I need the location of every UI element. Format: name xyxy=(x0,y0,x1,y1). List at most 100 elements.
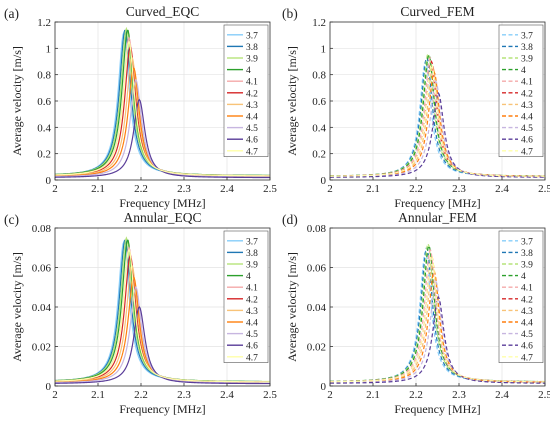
x-tick-label: 2.1 xyxy=(91,183,105,195)
x-tick-label: 2.1 xyxy=(91,389,105,401)
legend-item-label: 3.9 xyxy=(521,55,533,65)
legend-item-label: 4.2 xyxy=(246,89,258,99)
x-tick-label: 2.1 xyxy=(366,183,380,195)
x-axis-label: Frequency [MHz] xyxy=(119,402,205,416)
series-line-4.7 xyxy=(329,254,546,383)
legend-item-label: 4.3 xyxy=(246,101,258,111)
series-line-4.5 xyxy=(329,280,546,384)
legend-item-label: 4.7 xyxy=(246,147,258,157)
x-tick-label: 2.4 xyxy=(495,183,509,195)
chart-panel-a: 2 2.1 2.2 2.3 2.4 2.5 0 0.2 0.4 0.6 0.8 1 1.2 Curved_… xyxy=(4,4,277,210)
chart-title: Curved_FEM xyxy=(400,4,474,19)
chart-title: Annular_FEM xyxy=(398,210,477,225)
legend-item-label: 4.7 xyxy=(246,353,258,363)
legend-item-label: 4.7 xyxy=(521,353,533,363)
y-axis-label: Average velocity [m/s] xyxy=(285,252,299,362)
legend-item-label: 3.9 xyxy=(246,261,258,271)
x-tick-label: 2.3 xyxy=(452,183,466,195)
legend-box xyxy=(498,24,544,157)
series-line-4.6 xyxy=(54,305,271,385)
panel-label: (b) xyxy=(282,6,298,21)
y-axis-label: Average velocity [m/s] xyxy=(10,46,24,156)
series-line-4.6 xyxy=(330,296,545,384)
y-tick-label: 0.2 xyxy=(312,149,326,161)
x-tick-label: 2 xyxy=(52,389,58,401)
x-tick-label: 2.2 xyxy=(409,183,423,195)
legend-item-label: 4.5 xyxy=(246,124,258,134)
y-tick-label: 0.2 xyxy=(37,149,51,161)
panel-label: (d) xyxy=(282,212,298,227)
legend-item-label: 4 xyxy=(521,66,526,76)
series-line-4.6 xyxy=(329,92,546,178)
legend-item-label: 4.2 xyxy=(521,89,533,99)
legend-item-label: 4.1 xyxy=(521,284,533,294)
legend-item-label: 3.8 xyxy=(521,43,533,53)
chart-title: Curved_EQC xyxy=(126,4,200,19)
y-tick-label: 0.6 xyxy=(312,96,326,108)
legend-item-label: 4.1 xyxy=(246,78,258,88)
y-axis-label: Average velocity [m/s] xyxy=(285,46,299,156)
series-lines xyxy=(54,26,271,179)
legend-item-label: 4.4 xyxy=(521,113,533,123)
y-tick-label: 0 xyxy=(321,175,327,187)
y-tick-label: 0.4 xyxy=(37,122,51,134)
legend-item-label: 4 xyxy=(246,272,251,282)
y-tick-label: 0.04 xyxy=(32,302,52,314)
y-tick-label: 0.6 xyxy=(37,96,51,108)
x-tick-label: 2.5 xyxy=(263,183,277,195)
x-axis-label: Frequency [MHz] xyxy=(119,196,205,210)
series-line-4.7 xyxy=(54,248,270,383)
y-tick-label: 0.4 xyxy=(312,122,326,134)
legend-item-label: 4.4 xyxy=(246,319,258,329)
chart-panel-b: 2 2.1 2.2 2.3 2.4 2.5 0 0.2 0.4 0.6 0.8 1 1.2 Curved_… xyxy=(282,4,550,210)
legend-item-label: 3.7 xyxy=(246,31,258,41)
x-tick-label: 2.4 xyxy=(220,183,234,195)
x-axis-label: Frequency [MHz] xyxy=(394,402,480,416)
legend-item-label: 3.7 xyxy=(246,237,258,247)
x-axis-label: Frequency [MHz] xyxy=(394,196,480,210)
legend: 3.7 3.8 3.94 4.14.2 4.3 4.44.5 4.64.7 xyxy=(223,230,269,363)
series-line-4.7 xyxy=(329,62,545,177)
x-tick-label: 2 xyxy=(52,183,58,195)
legend-item-label: 3.9 xyxy=(246,55,258,65)
x-tick-label: 2 xyxy=(327,183,333,195)
legend-item-label: 3.9 xyxy=(521,261,533,271)
series-lines xyxy=(329,52,546,178)
legend-item-label: 4.4 xyxy=(521,319,533,329)
x-tick-label: 2 xyxy=(327,389,333,401)
legend-item-label: 3.8 xyxy=(521,249,533,259)
x-tick-label: 2.5 xyxy=(538,389,550,401)
y-tick-label: 0.08 xyxy=(307,223,327,235)
legend: 3.7 3.8 3.94 4.14.2 4.3 4.44.5 4.64.7 xyxy=(498,24,544,157)
legend-item-label: 3.8 xyxy=(246,43,258,53)
y-tick-label: 1 xyxy=(46,43,52,55)
panel-label: (a) xyxy=(4,6,19,21)
series-lines xyxy=(329,242,546,384)
legend-item-label: 4.3 xyxy=(246,307,258,317)
legend-item-label: 4.2 xyxy=(521,295,533,305)
y-axis-label: Average velocity [m/s] xyxy=(10,252,24,362)
legend-item-label: 4 xyxy=(521,272,526,282)
x-tick-label: 2.3 xyxy=(177,389,191,401)
series-lines xyxy=(54,236,271,385)
legend-item-label: 4.6 xyxy=(521,342,533,352)
y-tick-label: 0.06 xyxy=(307,263,327,275)
legend-item-label: 3.7 xyxy=(521,237,533,247)
y-tick-label: 0.02 xyxy=(32,342,51,354)
legend: 3.7 3.8 3.94 4.14.2 4.3 4.44.5 4.64.7 xyxy=(223,24,269,157)
legend: 3.7 3.8 3.94 4.14.2 4.3 4.44.5 4.64.7 xyxy=(498,230,544,363)
legend-item-label: 4.6 xyxy=(521,136,533,146)
y-tick-label: 0 xyxy=(46,381,52,393)
x-tick-label: 2.2 xyxy=(409,389,423,401)
x-tick-label: 2.3 xyxy=(452,389,466,401)
series-line-4.7 xyxy=(54,40,270,177)
chart-title: Annular_EQC xyxy=(124,210,202,225)
legend-box xyxy=(498,230,544,363)
legend-item-label: 4.7 xyxy=(521,147,533,157)
y-tick-label: 0.8 xyxy=(312,70,326,82)
x-tick-label: 2.1 xyxy=(366,389,380,401)
legend-item-label: 4.6 xyxy=(246,342,258,352)
y-tick-label: 0 xyxy=(321,381,327,393)
legend-item-label: 3.8 xyxy=(246,249,258,259)
